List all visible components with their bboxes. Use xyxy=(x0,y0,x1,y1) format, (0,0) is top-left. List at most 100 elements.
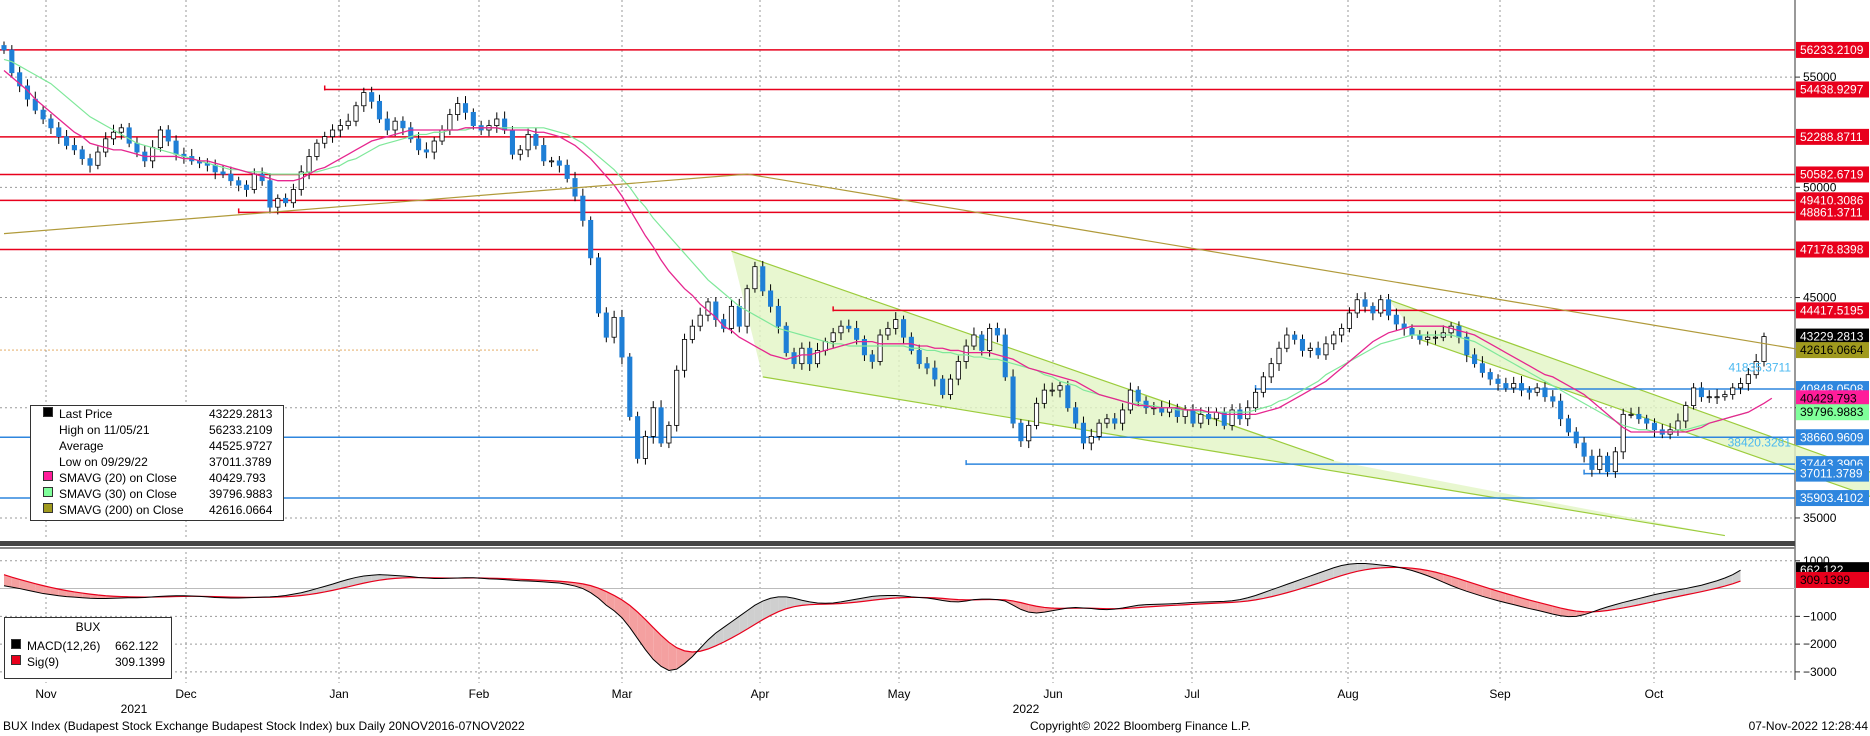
candle-body xyxy=(1472,354,1478,365)
candle-body xyxy=(744,288,750,327)
candle-body xyxy=(173,140,179,155)
legend-series-value: 43229.2813 xyxy=(209,407,273,421)
macd-lines xyxy=(3,563,1741,672)
macd-fill xyxy=(50,587,59,596)
candle-body xyxy=(1080,422,1087,444)
candle-body xyxy=(64,136,70,146)
macd-fill xyxy=(754,601,763,625)
macd-fill xyxy=(1568,609,1577,617)
candle-body xyxy=(603,312,609,338)
candle-body xyxy=(760,266,766,292)
candle-body xyxy=(1534,387,1540,393)
legend-swatch xyxy=(43,407,53,417)
candle-body xyxy=(1620,413,1626,453)
candle-body xyxy=(1018,422,1024,442)
value-tag: 42616.0664 xyxy=(1800,343,1864,357)
candle-body xyxy=(431,140,437,153)
year-label-2021: 2021 xyxy=(121,702,148,716)
price-legend-rows: Last Price 43229.2813 High on 11/05/21 5623… xyxy=(31,406,283,518)
candle-body xyxy=(337,125,343,131)
value-tag: 43229.2813 xyxy=(1800,330,1864,344)
legend-series-value: 44525.9727 xyxy=(209,439,273,453)
level-tag: 37011.3789 xyxy=(1800,467,1863,481)
candle-body xyxy=(79,149,85,160)
candle-body xyxy=(283,197,289,204)
candle-body xyxy=(627,356,633,417)
candle-body xyxy=(95,151,101,166)
macd-fill xyxy=(1482,586,1491,599)
candle-body xyxy=(17,72,23,87)
candle-body xyxy=(893,319,899,329)
candle-body xyxy=(775,305,781,327)
candle-body xyxy=(588,219,594,259)
level-tag: 48861.3711 xyxy=(1800,205,1863,219)
candle-body xyxy=(830,332,836,343)
candle-body xyxy=(150,147,156,162)
candle-body xyxy=(1354,299,1360,314)
candle-body xyxy=(1722,394,1728,398)
macd-fill xyxy=(1638,596,1647,605)
macd-fill xyxy=(1427,570,1436,579)
divider-bar xyxy=(0,541,1795,546)
candle-body xyxy=(822,341,828,351)
legend-series-name: Sig(9) xyxy=(27,655,60,669)
candle-body xyxy=(329,129,336,138)
value-tag-bg xyxy=(1796,390,1869,407)
footer-source: BUX Index (Budapest Stock Exchange Budap… xyxy=(3,719,525,733)
level-tag-bg xyxy=(1796,241,1869,258)
panel-divider xyxy=(0,541,1795,549)
level-tag-bg xyxy=(1796,81,1869,98)
candle-body xyxy=(1636,413,1642,420)
candle-body xyxy=(854,327,860,340)
candle-body xyxy=(736,305,742,327)
candle-body xyxy=(447,114,453,131)
candle-body xyxy=(916,350,922,365)
candle-body xyxy=(666,424,672,444)
macd-line xyxy=(3,563,1741,672)
legend-swatch xyxy=(11,655,21,665)
channel-lower-0 xyxy=(762,376,1725,537)
value-tag-bg xyxy=(1796,328,1869,345)
value-tag-bg xyxy=(1796,404,1869,421)
right-value-tags: 56233.2109 54438.9297 52288.8711 50582.6719… xyxy=(1796,41,1869,588)
candle-body xyxy=(1206,413,1212,420)
legend-series-value: 39796.9883 xyxy=(209,487,273,501)
candle-body xyxy=(1487,372,1493,380)
macd-fill xyxy=(661,635,669,671)
channel-upper-1 xyxy=(1388,299,1870,473)
candle-body xyxy=(71,145,77,151)
candle-body xyxy=(314,142,320,157)
candle-body xyxy=(861,339,867,356)
legend-series-value: 37011.3789 xyxy=(209,455,272,469)
candle-body xyxy=(251,173,257,190)
candle-body xyxy=(361,92,367,107)
candle-body xyxy=(658,407,664,444)
candle-body xyxy=(470,111,476,126)
candle-body xyxy=(1245,407,1251,420)
candle-body xyxy=(1550,396,1556,402)
candle-body xyxy=(134,142,140,153)
value-tag-bg xyxy=(1796,342,1869,359)
candle-body xyxy=(408,127,414,140)
candle-body xyxy=(681,339,688,371)
candle-body xyxy=(877,334,883,362)
legend-series-value: 56233.2109 xyxy=(209,423,273,437)
macd-fill xyxy=(1294,578,1303,591)
candle-body xyxy=(345,120,351,127)
candle-body xyxy=(1362,299,1368,307)
candle-body xyxy=(1143,400,1149,409)
candle-body xyxy=(1315,347,1321,356)
candle-body xyxy=(611,316,617,338)
macd-fill xyxy=(684,650,693,664)
candle-body xyxy=(1127,389,1133,411)
macd-fill xyxy=(1685,586,1694,595)
macd-fill xyxy=(1505,593,1514,605)
candle-body xyxy=(1159,407,1165,413)
macd-tick-label: −3000 xyxy=(1803,665,1837,679)
legend-swatch xyxy=(43,487,53,497)
candle-body xyxy=(1393,314,1399,325)
candle-body xyxy=(979,334,985,351)
candle-body xyxy=(56,127,62,138)
candle-body xyxy=(799,347,805,365)
candle-body xyxy=(1120,409,1126,424)
